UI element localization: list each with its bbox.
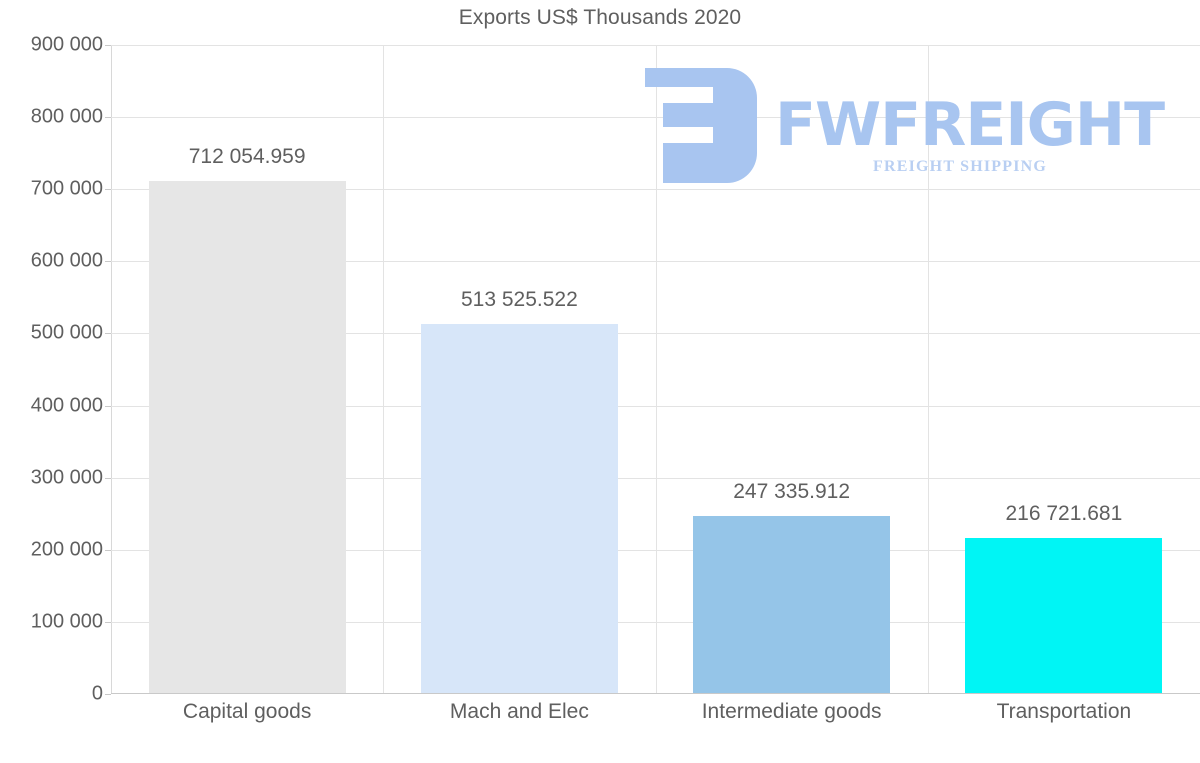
bar[interactable]: [420, 323, 618, 694]
gridline-vertical: [656, 45, 657, 694]
y-axis-line: [111, 45, 112, 694]
x-axis-tick-label: Intermediate goods: [701, 700, 882, 723]
gridline-horizontal: [111, 333, 1200, 335]
y-axis-tick-mark: [105, 117, 111, 119]
x-axis-baseline: [111, 693, 1200, 694]
x-axis-tick-labels: Capital goods Mach and Elec Intermediate g…: [111, 700, 1200, 745]
bar-value-label: 247 335.912: [733, 479, 851, 503]
gridline-vertical: [383, 45, 384, 694]
gridline-vertical: [928, 45, 929, 694]
y-axis-tick-mark: [105, 189, 111, 191]
y-axis-tick-label: 100 000: [30, 610, 103, 633]
x-axis-tick-label: Transportation: [996, 700, 1132, 723]
y-axis-tick-label: 200 000: [30, 538, 103, 561]
bar-value-label: 216 721.681: [1005, 501, 1123, 525]
bar[interactable]: [148, 180, 346, 694]
y-axis-tick-label: 0: [91, 682, 103, 705]
y-axis-tick-mark: [105, 405, 111, 407]
bar[interactable]: [965, 537, 1163, 694]
bar-value-label: 513 525.522: [460, 287, 578, 311]
y-axis-tick-label: 800 000: [30, 105, 103, 128]
chart-title: Exports US$ Thousands 2020: [458, 6, 742, 29]
y-axis-tick-mark: [105, 694, 111, 695]
y-axis-tick-mark: [105, 45, 111, 46]
y-axis-tick-label: 900 000: [30, 33, 103, 56]
x-axis-tick-label: Mach and Elec: [449, 700, 589, 723]
y-axis-tick-mark: [105, 549, 111, 551]
y-axis-tick-label: 700 000: [30, 177, 103, 200]
y-axis-tick-mark: [105, 477, 111, 479]
y-axis-tick-labels: 0 100 000 200 000 300 000 400 000 500 000 600 …: [0, 34, 103, 705]
gridline-horizontal: [111, 189, 1200, 191]
y-axis-tick-label: 400 000: [30, 394, 103, 417]
gridline-horizontal: [111, 261, 1200, 263]
x-axis-tick-label: Capital goods: [182, 700, 312, 723]
gridline-horizontal: [111, 621, 1200, 623]
bar[interactable]: [693, 515, 891, 694]
bar-value-label: 712 054.959: [188, 144, 306, 168]
y-axis-tick-mark: [105, 621, 111, 623]
gridline-horizontal: [111, 477, 1200, 479]
gridline-horizontal: [111, 549, 1200, 551]
y-axis-tick-mark: [105, 261, 111, 263]
y-axis-tick-mark: [105, 333, 111, 335]
y-axis-tick-marks: [0, 45, 111, 695]
y-axis-tick-label: 500 000: [30, 321, 103, 344]
y-axis-tick-label: 300 000: [30, 466, 103, 489]
plot-area: [111, 45, 1200, 694]
gridline-horizontal: [111, 405, 1200, 407]
y-axis-tick-label: 600 000: [30, 249, 103, 272]
gridline-horizontal: [111, 45, 1200, 46]
